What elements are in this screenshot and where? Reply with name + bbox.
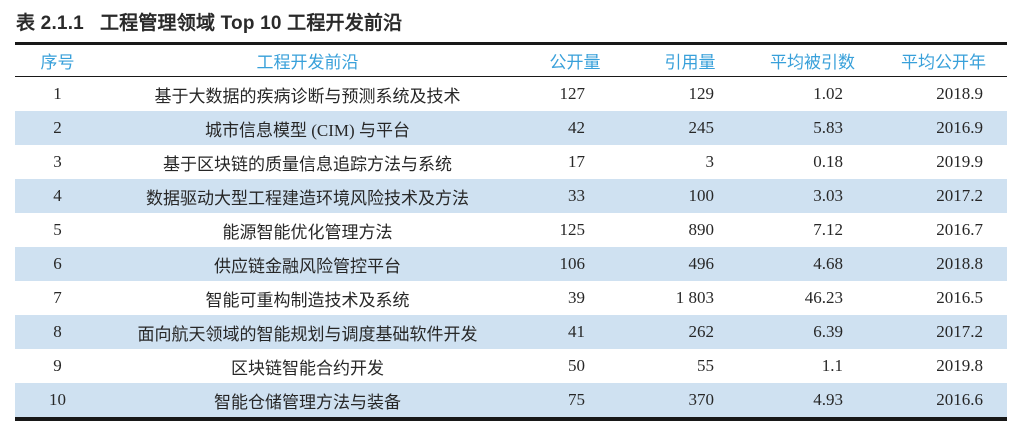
col-header-avg-year: 平均公开年 bbox=[880, 43, 1007, 77]
col-header-avg-cited: 平均被引数 bbox=[745, 43, 880, 77]
cell-avg-year: 2016.6 bbox=[936, 390, 983, 409]
cell-published: 50 bbox=[568, 356, 585, 375]
cell-rank: 8 bbox=[53, 322, 62, 341]
cell-front: 数据驱动大型工程建造环境风险技术及方法 bbox=[146, 188, 469, 208]
cell-cited: 100 bbox=[688, 186, 715, 205]
cell-cited: 129 bbox=[688, 84, 715, 103]
cell-published: 127 bbox=[559, 84, 586, 103]
header-row: 序号 工程开发前沿 公开量 引用量 平均被引数 平均公开年 bbox=[15, 43, 1007, 77]
cell-published: 33 bbox=[568, 186, 585, 205]
cell-rank: 4 bbox=[53, 186, 62, 205]
table-row: 3 基于区块链的质量信息追踪方法与系统 17 3 0.18 2019.9 bbox=[15, 145, 1007, 179]
cell-published: 125 bbox=[559, 220, 586, 239]
table-row: 5 能源智能优化管理方法 125 890 7.12 2016.7 bbox=[15, 213, 1007, 247]
cell-avg-year: 2019.9 bbox=[936, 152, 983, 171]
table-body: 1 基于大数据的疾病诊断与预测系统及技术 127 129 1.02 2018.9 2 城市信息… bbox=[15, 77, 1007, 419]
cell-front: 能源智能优化管理方法 bbox=[222, 222, 393, 242]
table-title-text: 工程管理领域 Top 10 工程开发前沿 bbox=[99, 13, 403, 34]
cell-cited: 55 bbox=[697, 356, 714, 375]
cell-rank: 1 bbox=[53, 84, 62, 103]
cell-rank: 5 bbox=[53, 220, 62, 239]
cell-cited: 496 bbox=[688, 254, 715, 273]
table-number: 表 2.1.1 bbox=[16, 13, 84, 34]
fronts-table: 序号 工程开发前沿 公开量 引用量 平均被引数 平均公开年 1 基于大数据的疾病诊… bbox=[15, 42, 1007, 421]
col-header-published: 公开量 bbox=[515, 43, 635, 77]
cell-published: 106 bbox=[559, 254, 586, 273]
cell-avg-cited: 4.68 bbox=[813, 254, 843, 273]
table-row: 1 基于大数据的疾病诊断与预测系统及技术 127 129 1.02 2018.9 bbox=[15, 77, 1007, 112]
table-caption: 表 2.1.1 工程管理领域 Top 10 工程开发前沿 bbox=[0, 0, 1015, 36]
cell-avg-cited: 1.1 bbox=[821, 356, 843, 375]
cell-published: 42 bbox=[568, 118, 585, 137]
cell-cited: 3 bbox=[705, 152, 715, 171]
cell-front: 区块链智能合约开发 bbox=[231, 358, 384, 378]
cell-avg-cited: 6.39 bbox=[813, 322, 843, 341]
cell-rank: 3 bbox=[53, 152, 62, 171]
cell-avg-year: 2016.7 bbox=[936, 220, 983, 239]
col-header-front: 工程开发前沿 bbox=[100, 43, 515, 77]
cell-front: 智能仓储管理方法与装备 bbox=[214, 392, 401, 412]
cell-front: 智能可重构制造技术及系统 bbox=[205, 290, 410, 310]
cell-rank: 6 bbox=[53, 254, 62, 273]
table-row: 4 数据驱动大型工程建造环境风险技术及方法 33 100 3.03 2017.2 bbox=[15, 179, 1007, 213]
cell-avg-cited: 4.93 bbox=[813, 390, 843, 409]
cell-avg-year: 2017.2 bbox=[936, 322, 983, 341]
table-row: 7 智能可重构制造技术及系统 39 1 803 46.23 2016.5 bbox=[15, 281, 1007, 315]
cell-avg-cited: 46.23 bbox=[804, 288, 843, 307]
cell-avg-cited: 7.12 bbox=[813, 220, 843, 239]
cell-rank: 7 bbox=[53, 288, 62, 307]
cell-cited: 890 bbox=[688, 220, 715, 239]
cell-rank: 2 bbox=[53, 118, 62, 137]
cell-avg-cited: 0.18 bbox=[813, 152, 843, 171]
cell-front: 城市信息模型 (CIM) 与平台 bbox=[205, 120, 410, 140]
cell-cited: 370 bbox=[688, 390, 715, 409]
cell-cited: 245 bbox=[688, 118, 715, 137]
cell-published: 41 bbox=[568, 322, 585, 341]
table-row: 10 智能仓储管理方法与装备 75 370 4.93 2016.6 bbox=[15, 383, 1007, 419]
cell-rank: 9 bbox=[53, 356, 62, 375]
cell-avg-year: 2019.8 bbox=[936, 356, 983, 375]
table-row: 6 供应链金融风险管控平台 106 496 4.68 2018.8 bbox=[15, 247, 1007, 281]
table-row: 8 面向航天领域的智能规划与调度基础软件开发 41 262 6.39 2017.2 bbox=[15, 315, 1007, 349]
cell-cited: 262 bbox=[688, 322, 715, 341]
cell-rank: 10 bbox=[49, 390, 66, 409]
col-header-rank: 序号 bbox=[15, 43, 100, 77]
cell-published: 17 bbox=[568, 152, 585, 171]
table-row: 2 城市信息模型 (CIM) 与平台 42 245 5.83 2016.9 bbox=[15, 111, 1007, 145]
cell-published: 75 bbox=[568, 390, 585, 409]
cell-avg-cited: 5.83 bbox=[813, 118, 843, 137]
cell-front: 基于大数据的疾病诊断与预测系统及技术 bbox=[154, 86, 461, 106]
cell-avg-cited: 1.02 bbox=[813, 84, 843, 103]
cell-cited: 1 803 bbox=[675, 288, 714, 307]
cell-avg-year: 2017.2 bbox=[936, 186, 983, 205]
cell-published: 39 bbox=[568, 288, 585, 307]
cell-front: 面向航天领域的智能规划与调度基础软件开发 bbox=[137, 324, 478, 344]
table-row: 9 区块链智能合约开发 50 55 1.1 2019.8 bbox=[15, 349, 1007, 383]
table-header: 序号 工程开发前沿 公开量 引用量 平均被引数 平均公开年 bbox=[15, 43, 1007, 77]
col-header-cited: 引用量 bbox=[635, 43, 745, 77]
cell-front: 基于区块链的质量信息追踪方法与系统 bbox=[163, 154, 452, 174]
cell-avg-year: 2018.8 bbox=[936, 254, 983, 273]
cell-avg-year: 2016.9 bbox=[936, 118, 983, 137]
cell-front: 供应链金融风险管控平台 bbox=[214, 256, 401, 276]
cell-avg-cited: 3.03 bbox=[813, 186, 843, 205]
cell-avg-year: 2018.9 bbox=[936, 84, 983, 103]
cell-avg-year: 2016.5 bbox=[936, 288, 983, 307]
